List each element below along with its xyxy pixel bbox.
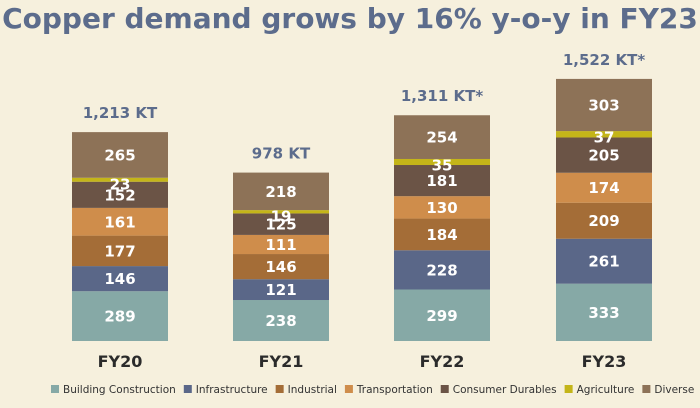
- category-label-fy20: FY20: [98, 352, 143, 371]
- data-label-consumer-durables-fy21: 125: [265, 216, 296, 234]
- legend-label-consumer-durables: Consumer Durables: [453, 384, 557, 396]
- data-label-diverse-fy23: 303: [588, 96, 619, 114]
- data-label-diverse-fy20: 265: [104, 146, 135, 164]
- data-label-agriculture-fy22: 35: [432, 156, 453, 174]
- bar-segment-infrastructure-fy20: [72, 266, 168, 292]
- total-label-fy23: 1,522 KT*: [563, 51, 646, 69]
- bar-segment-agriculture-fy20: [72, 177, 168, 182]
- data-label-industrial-fy22: 184: [426, 226, 457, 244]
- data-label-consumer-durables-fy22: 181: [426, 172, 457, 190]
- data-label-transportation-fy21: 111: [265, 236, 296, 254]
- data-label-agriculture-fy20: 23: [110, 175, 131, 193]
- legend-swatch-agriculture: [564, 385, 573, 393]
- legend-swatch-infrastructure: [183, 385, 192, 393]
- legend-swatch-consumer-durables: [440, 385, 449, 393]
- legend-swatch-industrial: [275, 385, 284, 393]
- bar-segment-diverse-fy22: [394, 115, 490, 159]
- legend-swatch-transportation: [344, 385, 353, 393]
- category-axis: FY20 FY21 FY22 FY23: [98, 352, 627, 371]
- legend-label-building-construction: Building Construction: [63, 384, 176, 396]
- data-label-transportation-fy22: 130: [426, 199, 457, 217]
- bar-segment-transportation-fy22: [394, 196, 490, 219]
- bar-segment-transportation-fy23: [556, 172, 652, 203]
- data-label-building-construction-fy20: 289: [104, 308, 135, 326]
- bar-segment-building-construction-fy22: [394, 289, 490, 341]
- data-label-transportation-fy23: 174: [588, 179, 619, 197]
- legend-swatch-building-construction: [51, 385, 59, 393]
- category-label-fy21: FY21: [259, 352, 304, 371]
- bar-segment-infrastructure-fy22: [394, 250, 490, 290]
- bar-segment-agriculture-fy23: [556, 131, 652, 138]
- bar-segment-industrial-fy21: [233, 254, 329, 280]
- data-label-building-construction-fy23: 333: [588, 304, 619, 322]
- bar-segment-agriculture-fy21: [233, 210, 329, 214]
- chart-title: Copper demand grows by 16% y-o-y in FY23: [2, 2, 698, 35]
- data-label-consumer-durables-fy23: 205: [588, 147, 619, 165]
- data-label-building-construction-fy21: 238: [265, 312, 296, 330]
- bar-segment-infrastructure-fy23: [556, 238, 652, 284]
- legend-label-transportation: Transportation: [356, 384, 433, 396]
- bar-segment-building-construction-fy23: [556, 283, 652, 341]
- category-label-fy22: FY22: [420, 352, 465, 371]
- bar-segment-agriculture-fy22: [394, 158, 490, 166]
- legend-swatch-diverse: [642, 385, 651, 393]
- legend-label-industrial: Industrial: [288, 384, 337, 396]
- data-label-building-construction-fy22: 299: [426, 307, 457, 325]
- data-label-industrial-fy23: 209: [588, 212, 619, 230]
- data-label-diverse-fy21: 218: [265, 183, 296, 201]
- data-label-diverse-fy22: 254: [426, 129, 457, 147]
- data-label-infrastructure-fy23: 261: [588, 253, 619, 271]
- bar-segment-consumer-durables-fy22: [394, 165, 490, 197]
- legend-label-infrastructure: Infrastructure: [196, 384, 268, 396]
- bar-segment-consumer-durables-fy23: [556, 137, 652, 173]
- data-label-infrastructure-fy22: 228: [426, 261, 457, 279]
- bar-segment-consumer-durables-fy21: [233, 213, 329, 235]
- category-label-fy23: FY23: [582, 352, 627, 371]
- legend: Building Construction Infrastructure Indus…: [51, 384, 694, 396]
- bar-segment-infrastructure-fy21: [233, 279, 329, 301]
- bar-segment-industrial-fy22: [394, 218, 490, 251]
- total-label-fy21: 978 KT: [252, 145, 311, 163]
- data-label-transportation-fy20: 161: [104, 213, 135, 231]
- bar-segment-industrial-fy20: [72, 235, 168, 267]
- data-label-industrial-fy21: 146: [265, 258, 296, 276]
- data-label-infrastructure-fy21: 121: [265, 281, 296, 299]
- bar-segment-diverse-fy21: [233, 172, 329, 211]
- bar-segment-consumer-durables-fy20: [72, 181, 168, 208]
- bar-segment-transportation-fy21: [233, 234, 329, 255]
- data-label-agriculture-fy23: 37: [594, 129, 615, 147]
- total-label-fy20: 1,213 KT: [83, 104, 158, 122]
- bar-segment-building-construction-fy20: [72, 291, 168, 341]
- data-label-consumer-durables-fy20: 152: [104, 186, 135, 204]
- bar-segment-diverse-fy20: [72, 132, 168, 178]
- total-label-fy22: 1,311 KT*: [401, 87, 484, 105]
- bar-segment-diverse-fy23: [556, 78, 652, 132]
- legend-label-diverse: Diverse: [654, 384, 694, 396]
- bar-segment-building-construction-fy21: [233, 300, 329, 341]
- data-label-agriculture-fy21: 19: [271, 208, 292, 226]
- bar-segment-transportation-fy20: [72, 207, 168, 236]
- bar-segment-industrial-fy23: [556, 202, 652, 239]
- legend-label-agriculture: Agriculture: [577, 384, 635, 396]
- data-label-industrial-fy20: 177: [104, 242, 135, 260]
- data-label-infrastructure-fy20: 146: [104, 270, 135, 288]
